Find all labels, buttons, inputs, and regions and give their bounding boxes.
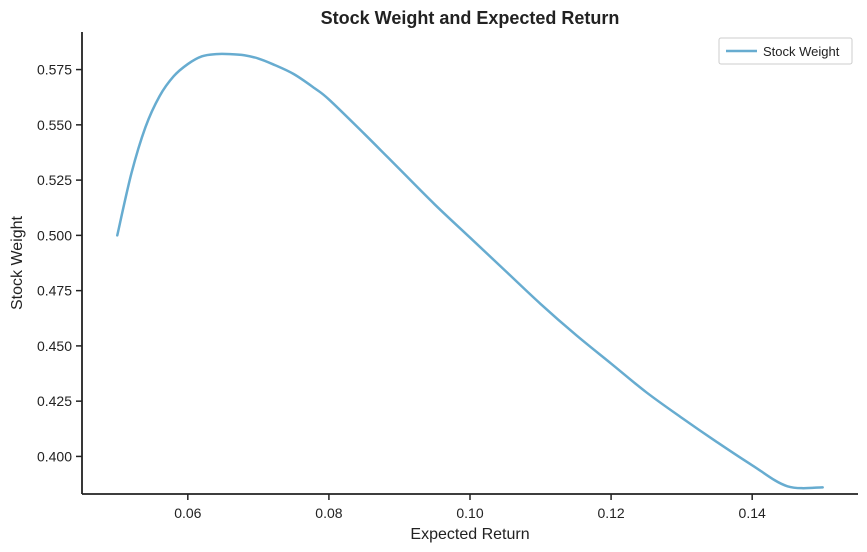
- series-layer: [116, 52, 824, 490]
- y-axis-label: Stock Weight: [9, 215, 26, 310]
- y-tick-label: 0.400: [37, 448, 72, 464]
- x-ticks: 0.06 0.08 0.10 0.12 0.14: [174, 494, 766, 521]
- chart-title: Stock Weight and Expected Return: [321, 8, 620, 28]
- y-tick-label: 0.500: [37, 227, 72, 243]
- series-line-0: [116, 52, 824, 490]
- x-tick-label: 0.14: [739, 505, 766, 521]
- x-tick-label: 0.08: [315, 505, 342, 521]
- x-axis-label: Expected Return: [410, 526, 529, 543]
- y-ticks: 0.400 0.425 0.450 0.475 0.500 0.525 0.550 0.575: [37, 62, 82, 464]
- x-axis: 0.06 0.08 0.10 0.12 0.14: [82, 493, 858, 521]
- y-tick-label: 0.575: [37, 62, 72, 78]
- y-tick-label: 0.450: [37, 338, 72, 354]
- legend: Stock Weight: [718, 37, 853, 65]
- x-tick-label: 0.10: [456, 505, 483, 521]
- x-tick-label: 0.06: [174, 505, 201, 521]
- legend-label: Stock Weight: [763, 44, 840, 59]
- legend-box: [718, 37, 853, 65]
- y-tick-label: 0.550: [37, 117, 72, 133]
- y-tick-label: 0.475: [37, 283, 72, 299]
- x-tick-label: 0.12: [597, 505, 624, 521]
- y-tick-label: 0.525: [37, 172, 72, 188]
- y-axis: 0.400 0.425 0.450 0.475 0.500 0.525 0.550 0.575: [37, 32, 83, 494]
- y-tick-label: 0.425: [37, 393, 72, 409]
